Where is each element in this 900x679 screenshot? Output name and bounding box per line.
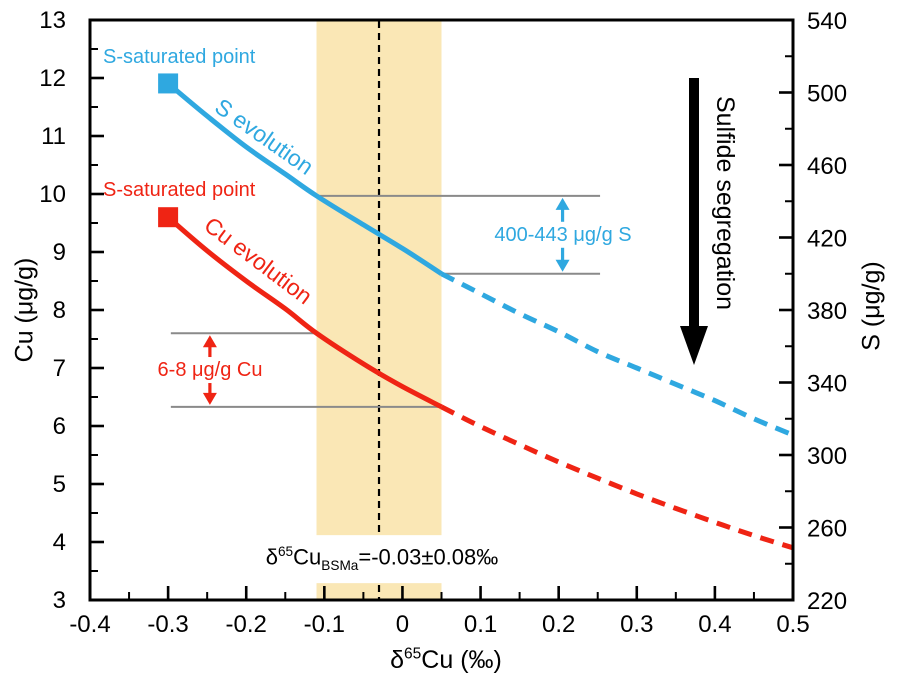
tick-label: 6 xyxy=(53,413,66,440)
x-axis-title: δ65Cu (‰) xyxy=(390,646,502,675)
cu-range-annotation: 6-8 μg/g Cu xyxy=(157,359,263,381)
bsma-delta: δ xyxy=(265,544,278,570)
bsma-value-annotation: δ65CuBSMa=-0.03±0.08‰ xyxy=(259,535,505,583)
tick-label: -0.3 xyxy=(147,611,188,638)
tick-label: 10 xyxy=(39,181,66,208)
series-cu-evolution xyxy=(158,207,794,551)
s-saturated-point-marker xyxy=(158,207,179,228)
tick-label: 0.5 xyxy=(776,611,809,638)
x-title-sup: 65 xyxy=(404,645,422,663)
x-title-suffix: Cu (‰) xyxy=(421,645,502,674)
sulfide-segregation-arrow xyxy=(680,78,708,365)
bsma-sup: 65 xyxy=(277,544,294,560)
tick-label: 380 xyxy=(807,298,847,325)
y-right-axis-title: S (μg/g) xyxy=(857,261,886,351)
sulfide-segregation-label: Sulfide segregation xyxy=(710,95,739,311)
tick-label: 5 xyxy=(53,471,66,498)
tick-label: 500 xyxy=(807,81,847,108)
axis-tick-labels: -0.4 -0.3 -0.2 -0.1 0 0.1 0.2 0.3 0.4 0.5 3 4 5 6 7 8 9 1… xyxy=(39,7,847,638)
series-s-evolution xyxy=(158,73,794,438)
tick-label: 300 xyxy=(807,443,847,470)
tick-label: 340 xyxy=(807,371,847,398)
tick-label: -0.1 xyxy=(304,611,345,638)
tick-label: 0.1 xyxy=(464,611,497,638)
tick-label: -0.2 xyxy=(226,611,267,638)
s-range-arrow xyxy=(555,197,570,272)
reference-lines xyxy=(170,194,601,408)
y-left-axis-title: Cu (μg/g) xyxy=(10,257,39,363)
bsma-number: =-0.03±0.08‰ xyxy=(358,544,499,570)
x-title-delta: δ xyxy=(390,645,405,674)
tick-label: -0.4 xyxy=(69,611,110,638)
tick-label: 13 xyxy=(39,7,66,34)
bsma-subscript: BSMa xyxy=(321,557,359,573)
s-saturated-point-label-blue: S-saturated point xyxy=(103,46,256,68)
tick-label: 8 xyxy=(53,297,66,324)
tick-label: 0.3 xyxy=(620,611,653,638)
tick-label: 7 xyxy=(53,355,66,382)
s-saturated-point-marker xyxy=(158,73,179,94)
bsma-element: Cu xyxy=(293,544,322,570)
tick-label: 420 xyxy=(807,226,847,253)
tick-label: 0.4 xyxy=(698,611,731,638)
tick-label: 3 xyxy=(53,587,66,614)
tick-label: 11 xyxy=(41,123,66,150)
tick-label: 9 xyxy=(53,239,66,266)
tick-label: 0.2 xyxy=(542,611,575,638)
tick-label: 220 xyxy=(807,588,847,615)
s-saturated-point-label-red: S-saturated point xyxy=(103,179,256,201)
tick-label: 0 xyxy=(396,611,409,638)
tick-label: 4 xyxy=(53,529,66,556)
tick-label: 540 xyxy=(807,8,847,35)
s-range-annotation: 400-443 μg/g S xyxy=(494,224,632,246)
tick-label: 260 xyxy=(807,516,847,543)
tick-label: 12 xyxy=(39,65,66,92)
axis-ticks xyxy=(88,18,795,602)
tick-label: 460 xyxy=(807,153,847,180)
cu-range-arrow xyxy=(202,335,217,405)
